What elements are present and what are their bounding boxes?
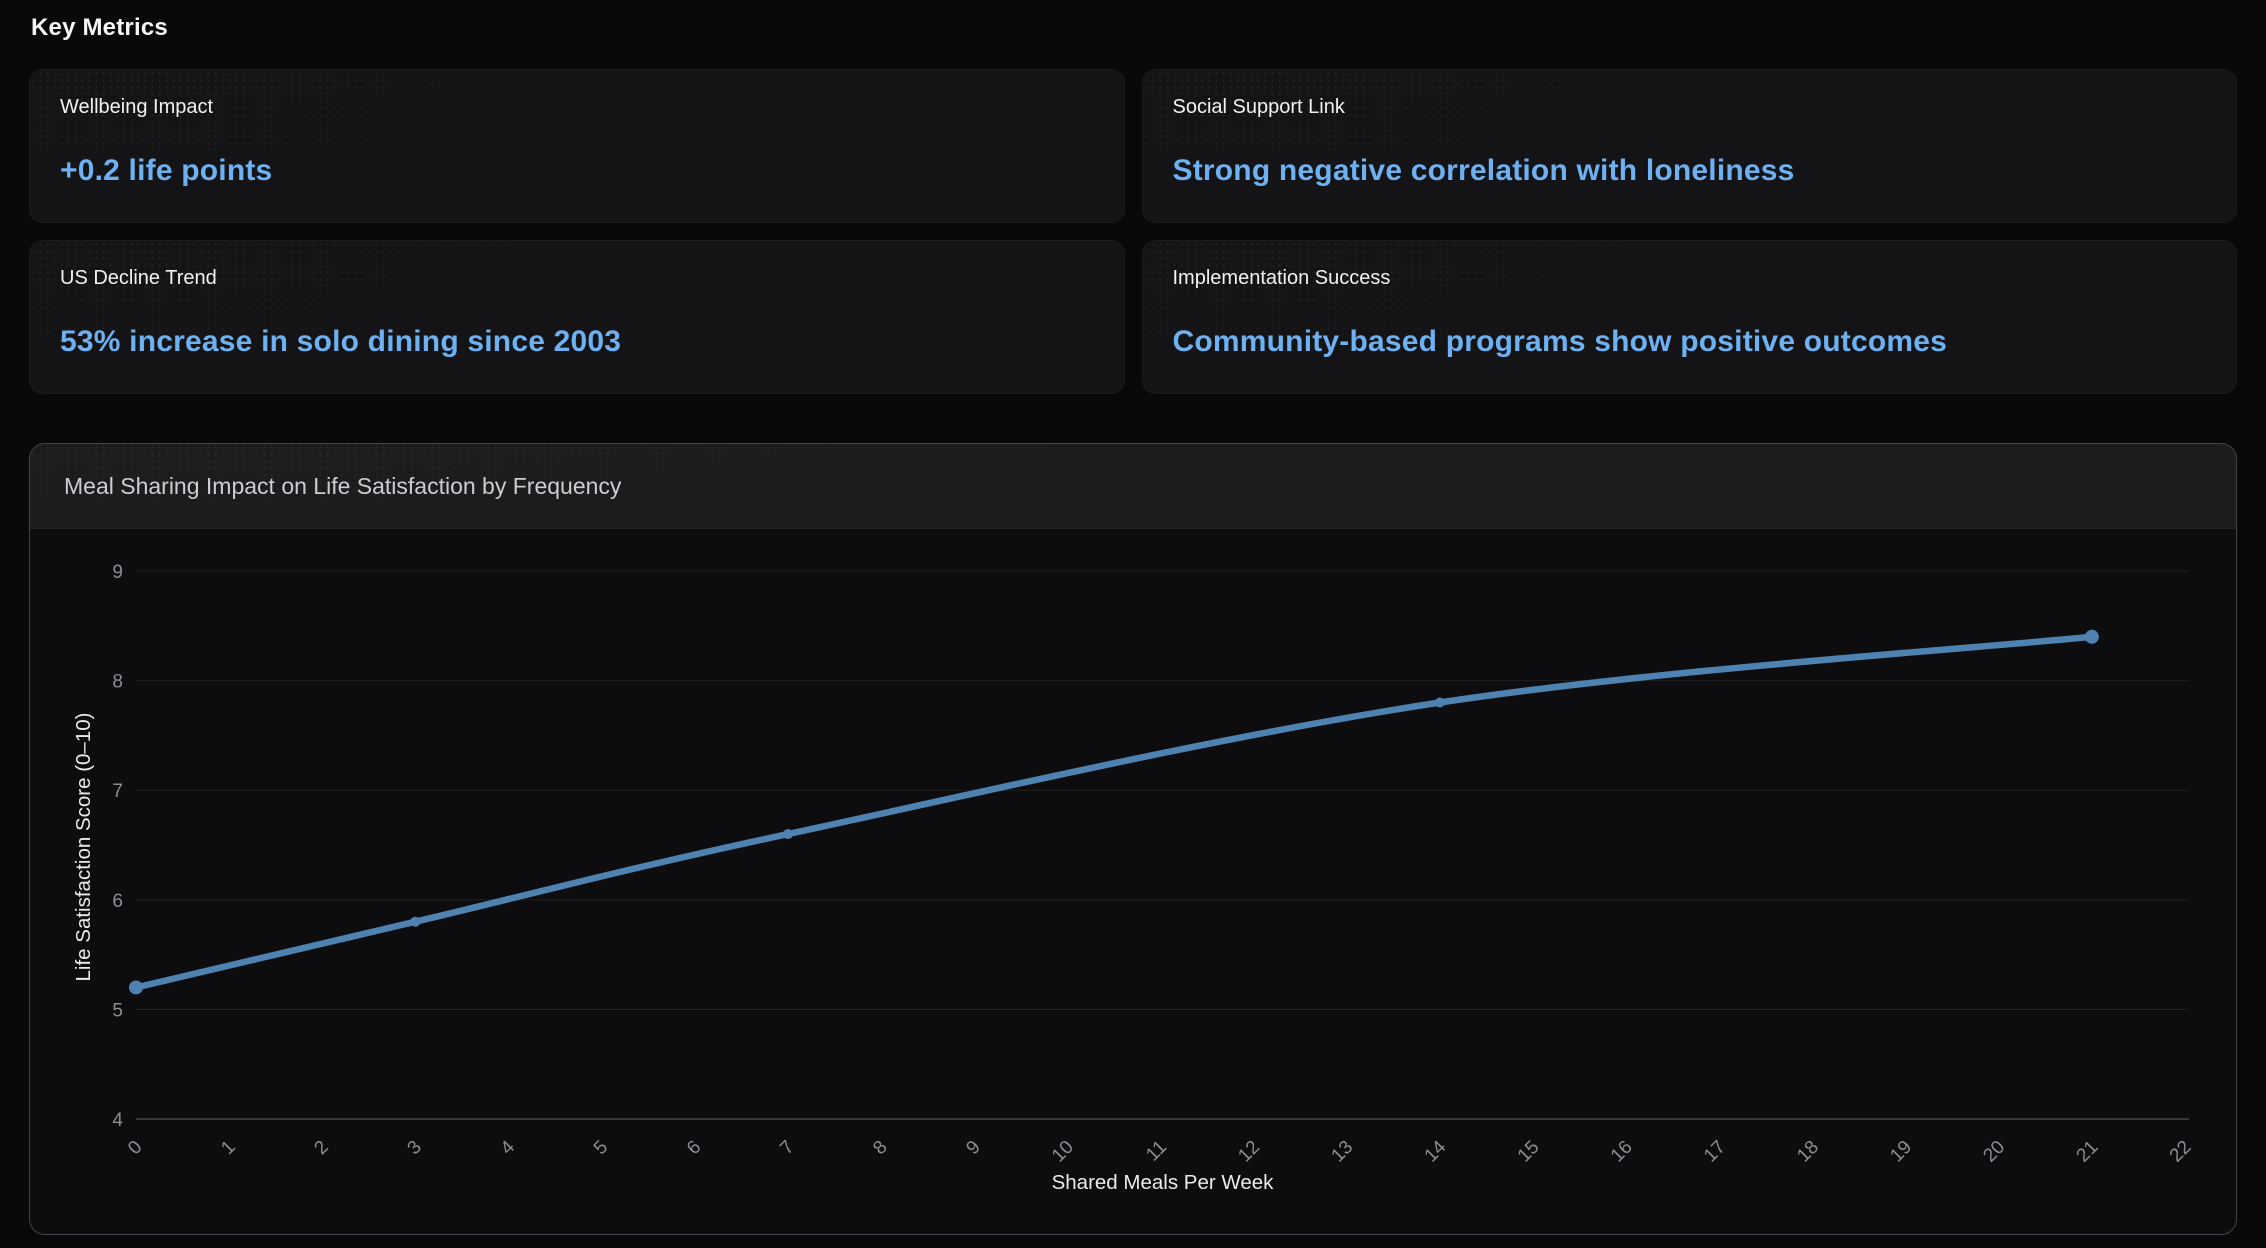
x-tick-label: 20 <box>1979 1137 2009 1167</box>
chart-plot-area: 4 5 6 7 8 9 0 1 2 3 4 5 6 7 8 9 10 11 12 13 14 15 16 17 18 19 20 21… <box>30 529 2236 1234</box>
metric-label: Social Support Link <box>1172 96 1345 118</box>
y-axis-name: Life Satisfaction Score (0–10) <box>72 713 95 982</box>
x-tick-label: 7 <box>776 1137 798 1159</box>
metric-value: Strong negative correlation with lonelin… <box>1172 154 1795 187</box>
metric-label: Wellbeing Impact <box>60 96 214 118</box>
metric-card-social-support: Social Support Link Strong negative corr… <box>1141 69 2237 223</box>
y-tick-label: 4 <box>112 1110 123 1131</box>
x-tick-label: 4 <box>497 1136 520 1159</box>
x-tick-label: 21 <box>2073 1137 2103 1167</box>
metric-value: 53% increase in solo dining since 2003 <box>60 325 622 358</box>
chart-title: Meal Sharing Impact on Life Satisfaction… <box>64 472 622 499</box>
y-tick-label: 7 <box>112 781 123 802</box>
y-tick-label: 6 <box>112 891 123 912</box>
x-tick-label: 6 <box>683 1137 705 1159</box>
chart-line <box>132 633 2096 991</box>
x-tick-label: 1 <box>217 1137 239 1159</box>
x-tick-label: 3 <box>404 1137 426 1159</box>
x-tick-label: 0 <box>124 1137 146 1159</box>
y-tick-label: 5 <box>112 1000 123 1021</box>
y-tick-label: 8 <box>112 672 123 693</box>
x-tick-label: 10 <box>1048 1137 1078 1167</box>
x-axis-name: Shared Meals Per Week <box>1052 1171 1275 1194</box>
metric-label: Implementation Success <box>1172 267 1391 289</box>
metric-value: +0.2 life points <box>60 154 273 187</box>
page-title: Key Metrics <box>31 14 168 41</box>
x-tick-label: 16 <box>1607 1137 1637 1167</box>
x-tick-label: 22 <box>2166 1137 2196 1167</box>
x-tick-label: 17 <box>1700 1137 1730 1167</box>
x-tick-label: 15 <box>1514 1137 1544 1167</box>
x-tick-label: 8 <box>869 1137 891 1159</box>
y-tick-label: 9 <box>112 562 123 583</box>
data-point[interactable] <box>2084 629 2099 644</box>
x-tick-label: 2 <box>310 1137 332 1159</box>
x-tick-label: 12 <box>1234 1137 1264 1167</box>
data-point[interactable] <box>1434 697 1445 708</box>
metric-card-us-decline: US Decline Trend 53% increase in solo di… <box>29 240 1125 394</box>
x-tick-label: 14 <box>1421 1136 1451 1166</box>
x-tick-label: 18 <box>1793 1137 1823 1167</box>
metric-label: US Decline Trend <box>60 267 217 289</box>
metric-card-implementation-success: Implementation Success Community-based p… <box>1141 240 2237 394</box>
data-point[interactable] <box>129 980 143 995</box>
metric-card-wellbeing-impact: Wellbeing Impact +0.2 life points <box>29 69 1125 223</box>
data-point[interactable] <box>782 829 793 840</box>
x-tick-label: 5 <box>590 1137 612 1159</box>
x-tick-label: 19 <box>1886 1137 1916 1167</box>
x-tick-label: 11 <box>1142 1137 1171 1166</box>
data-point[interactable] <box>410 916 421 927</box>
key-metrics-grid: Wellbeing Impact +0.2 life points Social… <box>29 69 2237 394</box>
metric-value: Community-based programs show positive o… <box>1172 325 1948 358</box>
chart-panel: Meal Sharing Impact on Life Satisfaction… <box>29 443 2237 1235</box>
x-tick-label: 9 <box>962 1137 984 1159</box>
chart-panel-header: Meal Sharing Impact on Life Satisfaction… <box>30 444 2236 529</box>
x-tick-label: 13 <box>1328 1137 1358 1167</box>
